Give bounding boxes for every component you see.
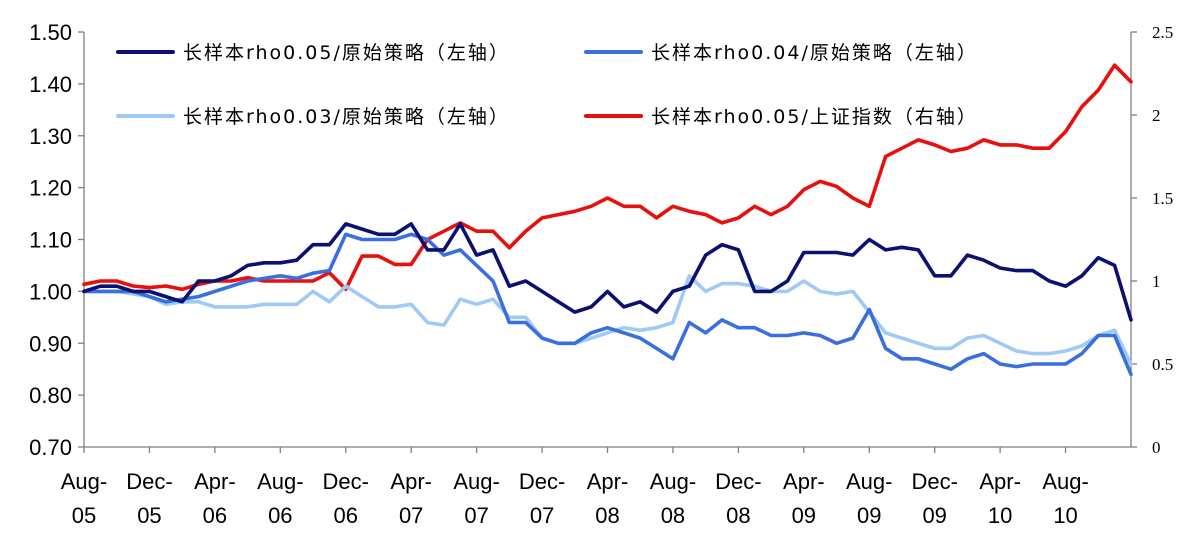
x-tick-label-top: Apr- (783, 469, 825, 494)
right-tick-label: 0 (1152, 438, 1161, 457)
x-tick-label-bottom: 09 (792, 503, 816, 528)
left-tick-label: 1.10 (29, 228, 72, 253)
x-tick-label-top: Dec- (323, 469, 369, 494)
x-tick-label-bottom: 10 (988, 503, 1012, 528)
left-axis-ticks: 0.70 0.80 0.90 1.00 1.10 1.20 1.30 1.40 1.50 (29, 20, 84, 460)
x-tick-label-bottom: 08 (726, 503, 750, 528)
x-tick-label-bottom: 07 (464, 503, 488, 528)
x-tick-label-bottom: 07 (530, 503, 554, 528)
x-tick-label-bottom: 10 (1053, 503, 1077, 528)
x-tick-label-top: Aug- (257, 469, 303, 494)
x-tick-label-bottom: 06 (203, 503, 227, 528)
x-tick-label-top: Aug- (846, 469, 892, 494)
x-tick-label-bottom: 08 (595, 503, 619, 528)
right-tick-label: 1.5 (1152, 189, 1173, 208)
x-tick-label-top: Aug- (650, 469, 696, 494)
x-tick-label-bottom: 05 (137, 503, 161, 528)
series-layer (82, 63, 1133, 377)
x-tick-label-bottom: 08 (661, 503, 685, 528)
left-tick-label: 1.30 (29, 124, 72, 149)
legend-label-2: 长样本rho0.03/原始策略（左轴） (183, 106, 510, 128)
series-line-1 (82, 232, 1133, 377)
left-tick-label: 0.90 (29, 331, 72, 356)
x-tick-label-top: Aug- (1042, 469, 1088, 494)
x-tick-label-top: Aug- (61, 469, 107, 494)
x-tick-label-bottom: 06 (334, 503, 358, 528)
x-tick-label-top: Dec- (126, 469, 172, 494)
right-axis-ticks: 0 0.5 1 1.5 2 2.5 (1131, 23, 1173, 457)
x-tick-label-bottom: 09 (857, 503, 881, 528)
axes (83, 32, 1132, 448)
left-tick-label: 1.00 (29, 279, 72, 304)
right-tick-label: 0.5 (1152, 355, 1173, 374)
left-tick-label: 1.40 (29, 72, 72, 97)
x-tick-label-top: Dec- (715, 469, 761, 494)
x-tick-label-top: Apr- (390, 469, 432, 494)
x-tick-label-top: Dec- (911, 469, 957, 494)
left-tick-label: 0.70 (29, 435, 72, 460)
x-axis-ticks: Aug- 05 Dec- 05 Apr- 06 Aug- 06 Dec- 06 Apr- 07 Aug-… (61, 447, 1089, 528)
left-tick-label: 0.80 (29, 383, 72, 408)
left-tick-label: 1.20 (29, 176, 72, 201)
series-line-2 (82, 273, 1133, 366)
legend-label-1: 长样本rho0.04/原始策略（左轴） (651, 42, 978, 64)
legend-label-0: 长样本rho0.05/原始策略（左轴） (183, 42, 510, 64)
right-tick-label: 2 (1152, 106, 1161, 125)
left-tick-label: 1.50 (29, 20, 72, 45)
x-tick-label-top: Apr- (979, 469, 1021, 494)
x-tick-label-top: Aug- (453, 469, 499, 494)
series-line-0 (82, 222, 1133, 322)
right-tick-label: 1 (1152, 272, 1161, 291)
x-tick-label-top: Apr- (587, 469, 629, 494)
x-tick-label-bottom: 05 (72, 503, 96, 528)
x-tick-label-bottom: 09 (922, 503, 946, 528)
x-tick-label-bottom: 07 (399, 503, 423, 528)
x-tick-label-bottom: 06 (268, 503, 292, 528)
right-tick-label: 2.5 (1152, 23, 1173, 42)
legend-label-3: 长样本rho0.05/上证指数（右轴） (651, 106, 978, 128)
x-tick-label-top: Apr- (194, 469, 236, 494)
legend: 长样本rho0.05/原始策略（左轴） 长样本rho0.04/原始策略（左轴） 长样… (116, 42, 978, 128)
x-tick-label-top: Dec- (519, 469, 565, 494)
